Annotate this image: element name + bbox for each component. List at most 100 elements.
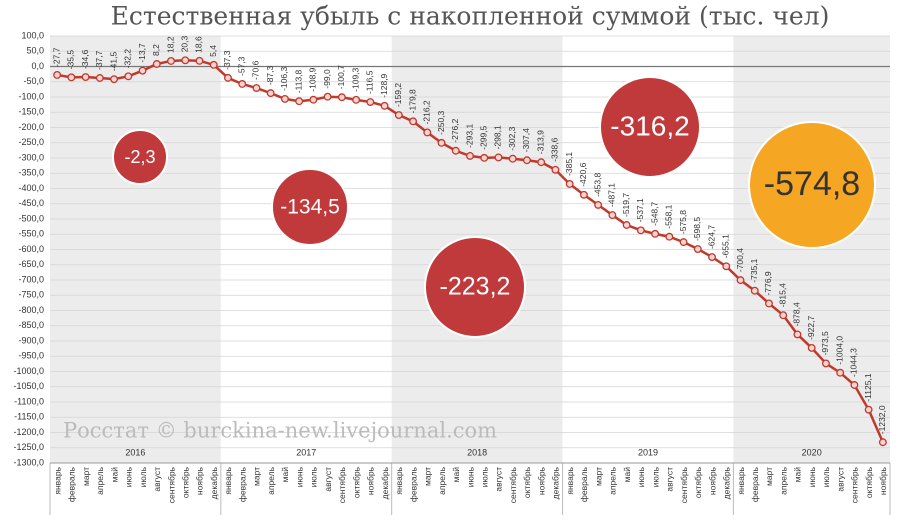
y-tick-label: -400,0 (18, 183, 44, 193)
data-label: 18,2 (165, 36, 175, 53)
point (295, 97, 304, 106)
point (693, 245, 702, 253)
x-tick-label: апрель (437, 466, 447, 494)
point (537, 158, 546, 167)
point (522, 156, 531, 165)
data-label: -276,2 (450, 118, 460, 142)
year-label: 2020 (802, 447, 822, 457)
x-tick-label: август (835, 467, 845, 492)
x-tick-label: август (665, 467, 675, 492)
y-tick-label: -1100,0 (14, 396, 44, 406)
x-tick-label: июнь (294, 466, 304, 487)
x-tick-label: октябрь (693, 466, 703, 498)
total-label: -2,3 (124, 147, 155, 167)
point (864, 405, 873, 414)
y-tick-label: -50,0 (23, 76, 44, 86)
x-tick-label: октябрь (351, 466, 361, 498)
y-tick-label: -600,0 (18, 244, 44, 254)
y-tick-label: -800,0 (18, 305, 44, 315)
x-tick-label: февраль (408, 466, 418, 502)
total-bubble (424, 236, 526, 338)
x-tick-label: октябрь (522, 466, 532, 498)
x-tick-label: февраль (67, 466, 77, 502)
x-tick-label: сентябрь (679, 466, 689, 503)
x-tick-label: июль (650, 466, 660, 487)
point (366, 98, 375, 106)
x-tick-label: июль (309, 466, 319, 487)
total-label: -223,2 (440, 273, 511, 301)
data-label: -106,3 (279, 67, 289, 91)
point (81, 73, 90, 82)
total-bubble (748, 121, 876, 249)
y-tick-label: -900,0 (18, 335, 44, 345)
point (266, 89, 275, 98)
x-tick-label: январь (52, 466, 62, 494)
x-tick-label: август (323, 467, 333, 492)
data-label: -100,7 (336, 65, 346, 89)
x-tick-label: май (622, 467, 632, 483)
x-tick-label: декабрь (551, 466, 561, 499)
point (53, 70, 62, 79)
x-tick-label: ноябрь (878, 466, 888, 495)
data-label: -37,3 (222, 50, 232, 70)
x-tick-label: декабрь (380, 466, 390, 499)
x-tick-label: июль (479, 466, 489, 487)
x-tick-label: сентябрь (166, 466, 176, 503)
point (238, 80, 247, 88)
data-label: -487,1 (607, 183, 617, 207)
data-label: -1125,1 (863, 373, 873, 401)
x-tick-label: июнь (636, 466, 646, 487)
data-label: -109,3 (350, 67, 360, 91)
data-label: -299,5 (478, 125, 488, 149)
point (280, 94, 289, 103)
data-label: -973,5 (820, 331, 830, 355)
y-tick-label: -850,0 (18, 320, 44, 330)
x-tick-label: октябрь (181, 466, 191, 498)
point (167, 56, 175, 65)
point (736, 276, 745, 285)
point (138, 66, 147, 75)
x-tick-label: октябрь (864, 466, 874, 498)
x-tick-label: июнь (124, 466, 134, 487)
data-label: -338,6 (550, 137, 560, 161)
watermark: Росстат © burckina-new.livejournal.com (63, 419, 497, 443)
x-tick-label: май (793, 467, 803, 483)
total-bubble (271, 168, 349, 246)
x-tick-label: декабрь (722, 466, 732, 499)
x-tick-label: август (494, 467, 504, 492)
y-tick-label: -250,0 (18, 137, 44, 147)
point (209, 60, 218, 69)
x-tick-label: апрель (778, 466, 788, 494)
data-label: -922,7 (806, 316, 816, 340)
x-tick-label: март (764, 467, 774, 486)
data-label: -298,1 (493, 125, 503, 149)
y-tick-label: -700,0 (18, 274, 44, 284)
y-tick-label: -1050,0 (13, 381, 44, 391)
year-label: 2018 (467, 447, 487, 457)
point (821, 359, 830, 368)
point (793, 330, 802, 339)
x-tick-label: декабрь (209, 466, 219, 499)
data-label: -87,3 (265, 65, 275, 85)
x-tick-label: ноябрь (366, 466, 376, 495)
point (779, 311, 788, 320)
y-tick-label: -550,0 (18, 229, 44, 239)
point (679, 238, 688, 247)
x-tick-label: май (109, 467, 119, 483)
y-tick-label: -300,0 (18, 152, 44, 162)
data-label: -179,8 (407, 89, 417, 113)
x-tick-label: январь (394, 466, 404, 494)
data-label: -453,8 (592, 173, 602, 197)
point (152, 60, 161, 68)
x-tick-label: март (423, 467, 433, 486)
y-tick-label: -1000,0 (13, 366, 44, 376)
x-tick-label: июнь (465, 466, 475, 487)
data-label: -735,1 (749, 258, 759, 282)
y-tick-label: -750,0 (18, 290, 44, 300)
year-label: 2016 (125, 447, 145, 457)
point (594, 200, 603, 209)
data-label: -113,8 (293, 69, 303, 93)
x-tick-label: январь (565, 466, 575, 494)
point (708, 253, 716, 261)
